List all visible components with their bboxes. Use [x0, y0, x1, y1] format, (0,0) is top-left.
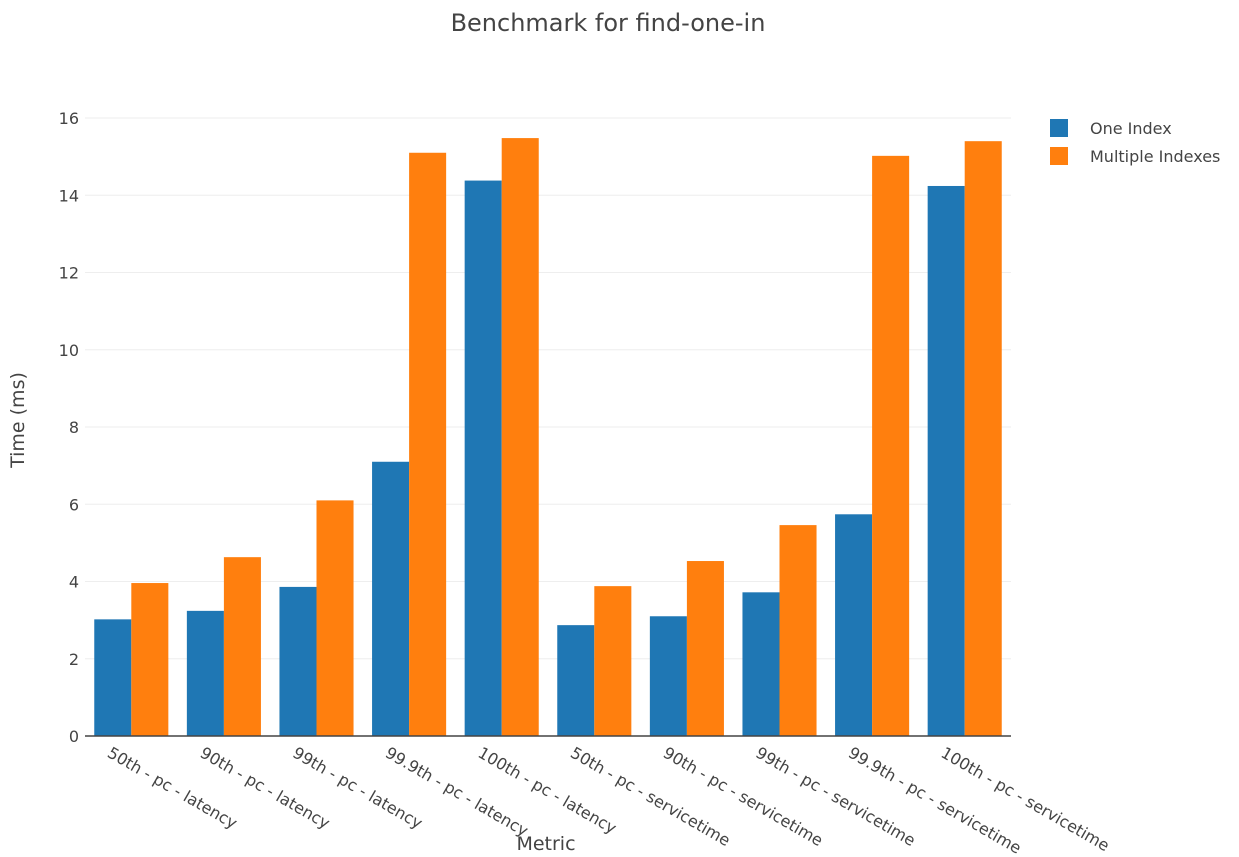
- bar[interactable]: [594, 586, 632, 736]
- y-axis-ticks: 0 2 4 6 8 10 12 14 16: [59, 109, 79, 746]
- legend-label[interactable]: One Index: [1090, 119, 1172, 138]
- x-tick-label: 50th - pc - servicetime: [567, 743, 733, 850]
- bar[interactable]: [94, 619, 132, 736]
- y-tick-label: 4: [69, 573, 79, 592]
- x-tick-label: 90th - pc - servicetime: [660, 743, 826, 850]
- y-tick-label: 2: [69, 650, 79, 669]
- y-tick-label: 16: [59, 109, 79, 128]
- y-tick-label: 12: [59, 264, 79, 283]
- bar[interactable]: [223, 557, 261, 736]
- y-axis-title: Time (ms): [7, 372, 29, 469]
- bar[interactable]: [964, 141, 1002, 737]
- x-axis-title: Metric: [516, 833, 575, 855]
- bar[interactable]: [409, 152, 447, 736]
- bar[interactable]: [742, 592, 780, 736]
- y-tick-label: 8: [69, 418, 79, 437]
- x-tick-label: 99.9th - pc - servicetime: [845, 743, 1025, 857]
- bar[interactable]: [779, 525, 817, 736]
- bar[interactable]: [835, 514, 873, 736]
- bar[interactable]: [501, 138, 539, 736]
- legend[interactable]: One Index Multiple Indexes: [1050, 119, 1220, 166]
- bar[interactable]: [927, 185, 965, 737]
- bar[interactable]: [557, 625, 595, 736]
- x-tick-label: 100th - pc - servicetime: [938, 743, 1113, 855]
- x-tick-label: 99th - pc - servicetime: [753, 743, 919, 850]
- legend-label[interactable]: Multiple Indexes: [1090, 147, 1220, 166]
- bar[interactable]: [372, 461, 410, 736]
- bar[interactable]: [186, 610, 224, 736]
- chart-title: Benchmark for find-one-in: [451, 9, 766, 37]
- y-tick-label: 0: [69, 727, 79, 746]
- y-tick-label: 14: [59, 186, 79, 205]
- bar[interactable]: [279, 586, 317, 736]
- y-tick-label: 6: [69, 495, 79, 514]
- bar[interactable]: [131, 583, 169, 736]
- bars: [94, 138, 1002, 737]
- bar[interactable]: [316, 500, 354, 736]
- legend-swatch[interactable]: [1050, 147, 1068, 165]
- y-tick-label: 10: [59, 341, 79, 360]
- bar[interactable]: [686, 561, 724, 736]
- bar[interactable]: [464, 180, 502, 736]
- bar[interactable]: [872, 155, 910, 737]
- legend-swatch[interactable]: [1050, 119, 1068, 137]
- bar[interactable]: [649, 616, 687, 736]
